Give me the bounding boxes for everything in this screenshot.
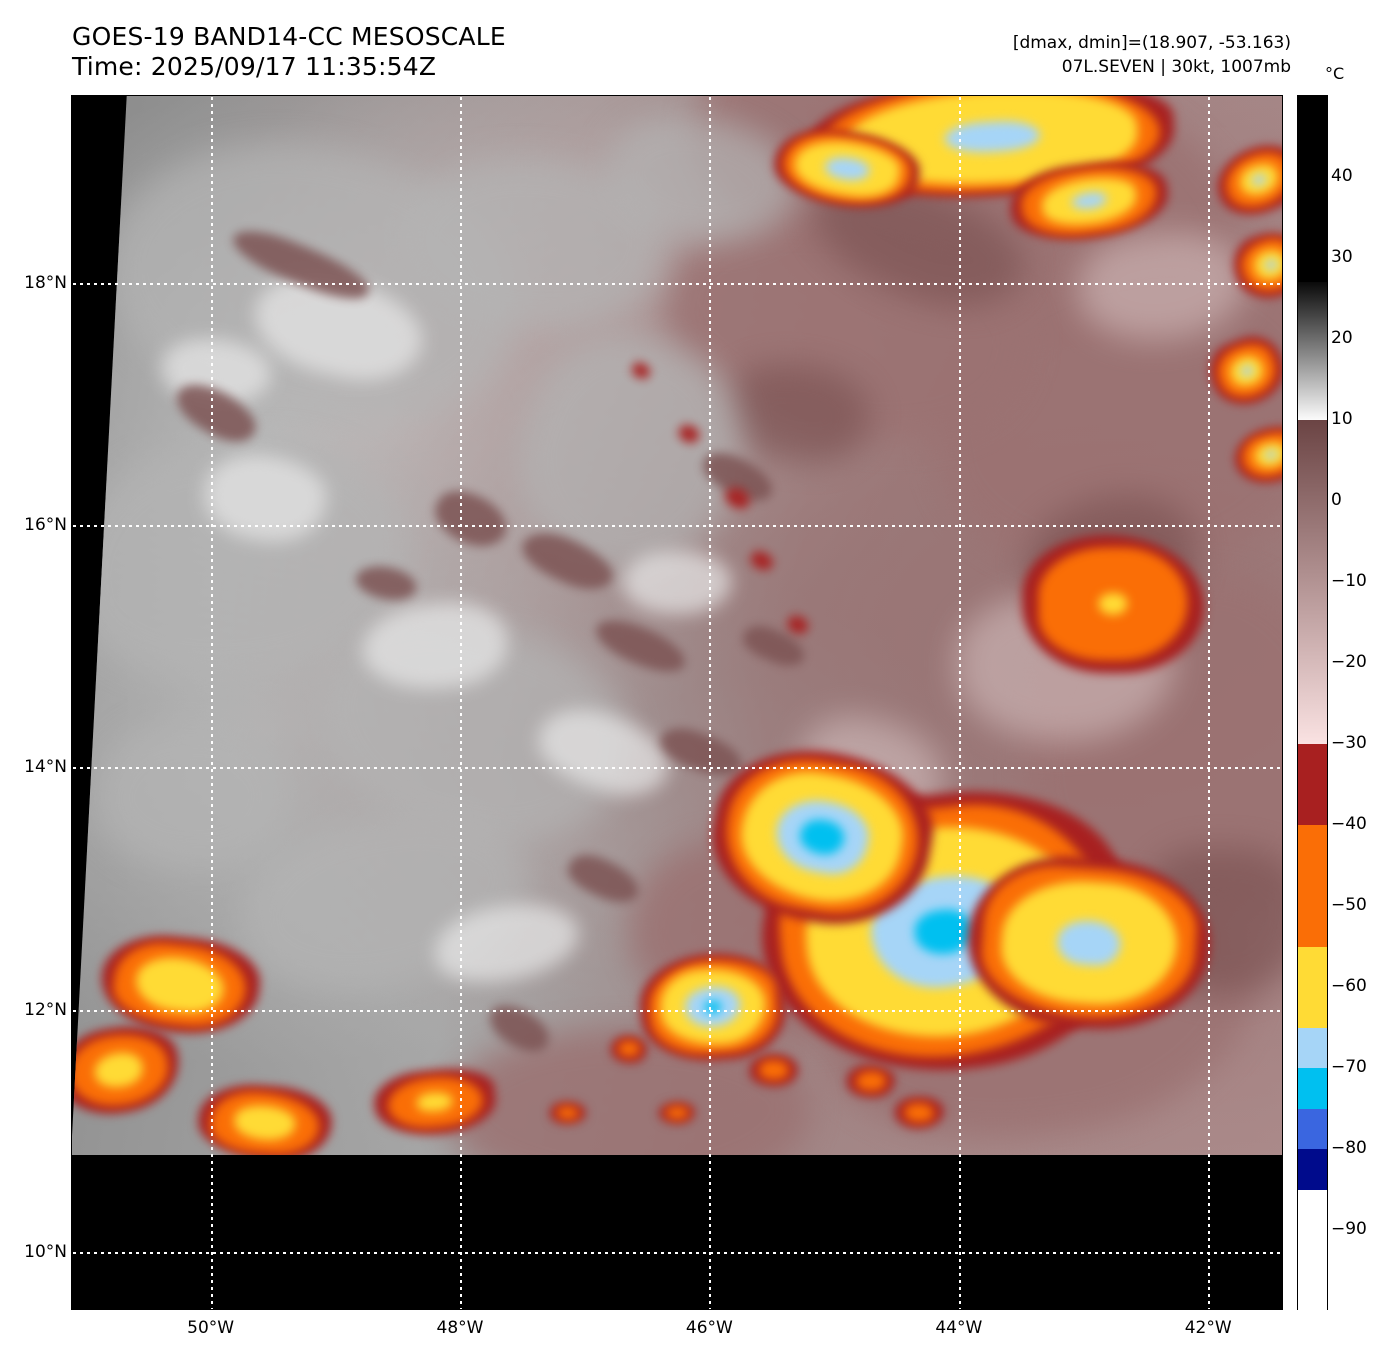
data-range-label: [dmax, dmin]=(18.907, -53.163) [1013,33,1291,53]
colorbar-tick: −70 [1331,1057,1367,1077]
colorbar-tick: −50 [1331,895,1367,915]
figure-root: GOES-19 BAND14-CC MESOSCALE Time: 2025/0… [0,0,1390,1359]
colorbar-tick: 40 [1331,166,1353,186]
colorbar-segment [1298,947,1327,1028]
colorbar-tick: −40 [1331,814,1367,834]
colorbar-tick-labels: 40 30 20 10 0 −10 −20 −30 −40 −50 −60 −70 −80 −90 [1331,95,1387,1310]
colorbar-segment [1298,1109,1327,1150]
lon-tick-label: 48°W [437,1318,484,1338]
lon-tick-label: 50°W [187,1318,234,1338]
satellite-data-swath [71,95,1283,1155]
cloud-blob [622,551,731,615]
timestamp-label: Time: 2025/09/17 11:35:54Z [72,52,436,81]
cloud-blob [666,1106,689,1119]
lon-tick-label: 46°W [686,1318,733,1338]
colorbar-tick: −30 [1331,733,1367,753]
lat-tick-label: 16°N [24,515,67,535]
colorbar-segment [1298,1068,1327,1109]
cloud-blob [1099,593,1128,615]
colorbar-segment [1298,825,1327,947]
colorbar-segment [1298,744,1327,825]
lat-tick-label: 18°N [24,273,67,293]
cloud-blob [904,1103,934,1123]
colorbar-tick: −10 [1331,571,1367,591]
colorbar-segment [1298,1149,1327,1190]
storm-info-label: 07L.SEVEN | 30kt, 1007mb [1062,57,1291,77]
cloud-blob [95,720,289,868]
cloud-blob [759,1060,789,1080]
lat-tick-label: 12°N [24,1000,67,1020]
colorbar[interactable] [1297,95,1328,1310]
colorbar-tick: −90 [1331,1219,1367,1239]
cloud-blob [856,1071,886,1091]
colorbar-segment [1298,96,1327,282]
page-title: GOES-19 BAND14-CC MESOSCALE [72,22,506,51]
colorbar-tick: 20 [1331,328,1353,348]
colorbar-segment [1298,1028,1327,1069]
gridline-lat [71,1252,1283,1254]
lat-tick-label: 10°N [24,1242,67,1262]
colorbar-tick: 30 [1331,247,1353,267]
colorbar-tick: 10 [1331,409,1353,429]
colorbar-segment [1298,420,1327,744]
lon-tick-label: 44°W [935,1318,982,1338]
lon-tick-label: 42°W [1185,1318,1232,1338]
cloud-blob [557,1106,580,1119]
colorbar-tick: −80 [1331,1138,1367,1158]
colorbar-segment [1298,1190,1327,1312]
lat-tick-label: 14°N [24,757,67,777]
colorbar-tick: −60 [1331,976,1367,996]
colorbar-tick: 0 [1331,490,1342,510]
colorbar-segment [1298,282,1327,420]
cloud-blob [617,1041,640,1057]
colorbar-tick: −20 [1331,652,1367,672]
satellite-map-plot[interactable]: Copyright © 2020-2025 Dapiya [71,95,1283,1310]
colorbar-units-label: °C [1325,64,1344,83]
